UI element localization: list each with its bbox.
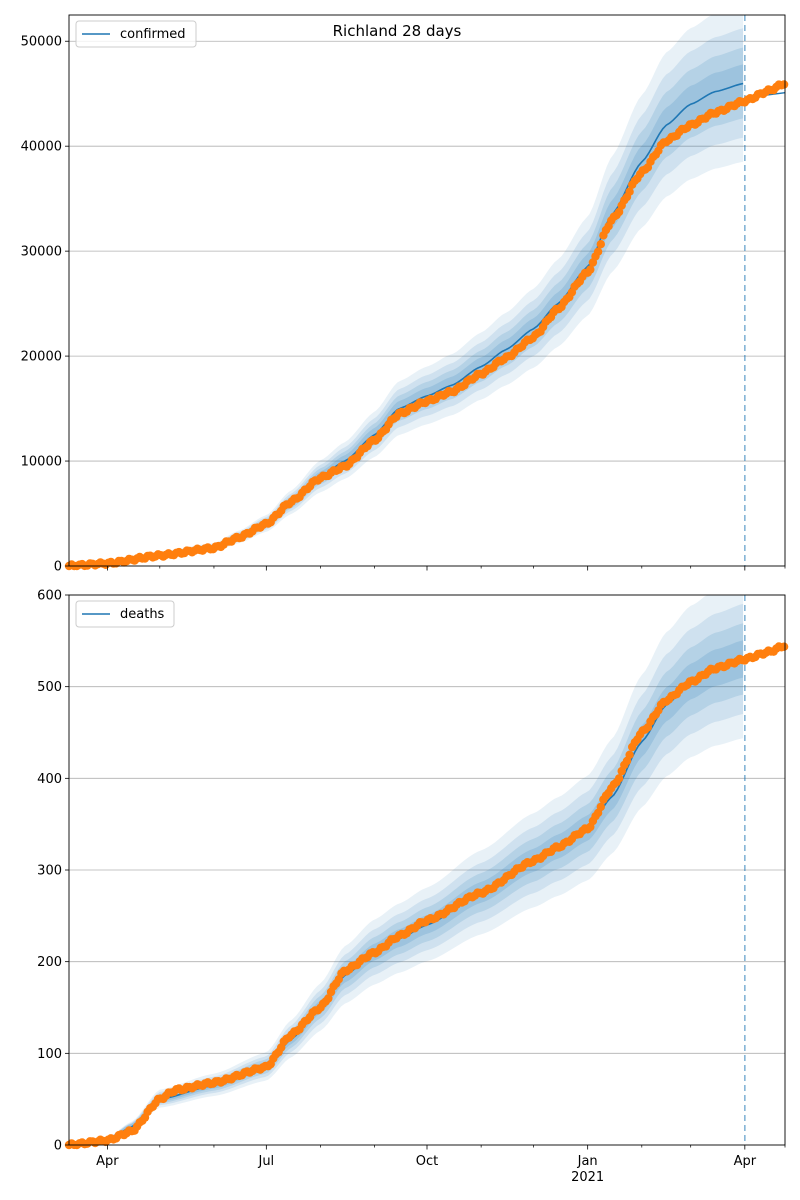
x-tick-year-label: 2021 — [571, 1170, 604, 1185]
observed-point — [596, 240, 605, 249]
chart-title: Richland 28 days — [333, 22, 462, 40]
uncertainty-band — [69, 64, 744, 567]
x-tick-label: Apr — [734, 1154, 757, 1169]
uncertainty-band — [69, 15, 744, 566]
legend-label-deaths: deaths — [120, 607, 165, 622]
y-tick-label: 50000 — [21, 35, 62, 50]
deaths-legend: deaths — [75, 600, 175, 628]
y-tick-label: 0 — [54, 1139, 62, 1154]
x-tick-label: Jan — [577, 1154, 598, 1169]
confirmed-markers — [64, 80, 789, 571]
confirmed-y-ticks: 0 10000 20000 30000 40000 50000 — [21, 35, 69, 575]
y-tick-label: 500 — [37, 680, 62, 695]
uncertainty-band — [69, 28, 744, 566]
deaths-y-ticks: 0 100 200 300 400 500 600 — [37, 589, 69, 1154]
y-tick-label: 100 — [37, 1047, 62, 1062]
observed-point — [596, 802, 605, 812]
observed-point — [625, 187, 634, 196]
x-tick-label: Apr — [96, 1154, 119, 1169]
y-tick-label: 200 — [37, 955, 62, 970]
confirmed-gridlines — [69, 40, 785, 462]
legend-box — [75, 20, 197, 48]
observed-point — [586, 265, 595, 274]
confirmed-uncertainty-bands — [69, 15, 744, 567]
y-tick-label: 400 — [37, 772, 62, 787]
observed-point — [324, 994, 333, 1003]
y-tick-label: 300 — [37, 864, 62, 879]
uncertainty-band — [69, 47, 744, 566]
deaths-panel: 0 100 200 300 400 500 600 Apr Jul Oct Jan2021Apr … — [37, 589, 789, 1185]
uncertainty-band — [69, 623, 744, 1145]
confirmed-panel: 0 10000 20000 30000 40000 50000 Richland 28 d… — [21, 14, 789, 575]
observed-point — [614, 774, 624, 783]
legend-box — [75, 600, 175, 628]
legend-label-confirmed: confirmed — [120, 27, 186, 42]
observed-point — [779, 642, 789, 651]
x-tick-label: Oct — [416, 1154, 438, 1169]
x-tick-label: Jul — [257, 1154, 274, 1169]
deaths-markers — [64, 642, 789, 1150]
y-tick-label: 20000 — [21, 350, 62, 365]
y-tick-label: 30000 — [21, 245, 62, 260]
observed-point — [593, 247, 603, 256]
uncertainty-band — [69, 603, 744, 1145]
y-tick-label: 600 — [37, 589, 62, 604]
observed-point — [614, 207, 624, 217]
confirmed-x-ticks — [107, 566, 786, 571]
y-tick-label: 0 — [54, 560, 62, 575]
observed-point — [625, 750, 634, 759]
confirmed-legend: confirmed — [75, 20, 197, 48]
observed-point — [779, 80, 789, 89]
y-tick-label: 40000 — [21, 140, 62, 155]
uncertainty-band — [69, 595, 744, 1145]
y-tick-label: 10000 — [21, 455, 62, 470]
